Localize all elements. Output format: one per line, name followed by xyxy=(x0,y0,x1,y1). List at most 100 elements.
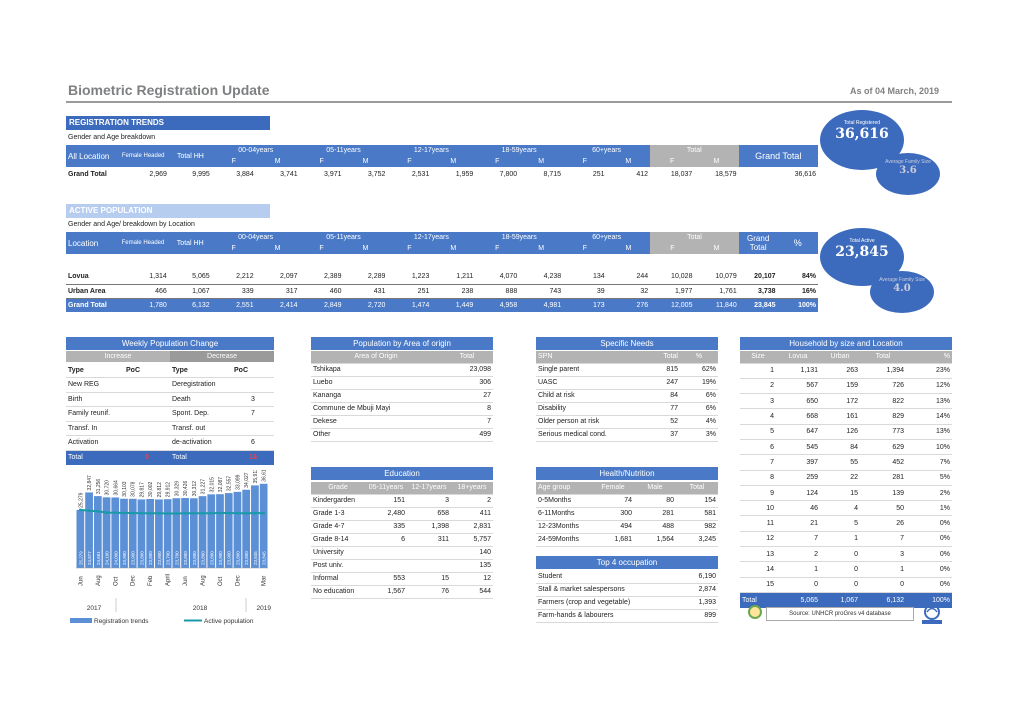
cell: 2,831 xyxy=(451,520,493,534)
table-row: 10 46 4 50 1% xyxy=(740,500,952,517)
col-total: Total xyxy=(636,351,680,364)
cell: Single parent xyxy=(536,363,636,377)
cell: 139 xyxy=(860,485,906,502)
month-tick-label: Jun xyxy=(78,576,84,586)
cell: 4% xyxy=(680,415,718,429)
gender-male: M xyxy=(255,156,300,167)
month-tick-label: Dec xyxy=(131,575,137,586)
table-row: Activation de-activation 6 xyxy=(66,435,274,451)
cell xyxy=(232,377,274,393)
value-cell: 3,971 xyxy=(324,170,342,178)
cell: 22 xyxy=(820,470,860,486)
line-value-label: 25,279 xyxy=(78,551,83,565)
cell: Tshikapa xyxy=(311,363,441,377)
col-age-3: 18-59years xyxy=(475,232,564,243)
cell: Serious medical cond. xyxy=(536,428,636,442)
col-poc: PoC xyxy=(232,363,274,378)
line-point xyxy=(131,511,135,515)
cell: 14 xyxy=(740,561,776,578)
government-emblem-icon xyxy=(748,605,762,619)
line-point xyxy=(105,511,108,514)
cell: 6,132 xyxy=(860,592,906,608)
value-cell: 1,223 xyxy=(411,273,430,281)
col-poc: PoC xyxy=(124,363,170,378)
col-18plus: 18+years xyxy=(451,482,493,495)
cell: 15 xyxy=(740,577,776,593)
cell xyxy=(365,559,407,573)
cell: 3% xyxy=(680,428,718,442)
value-cell: 1,761 xyxy=(719,287,737,295)
table-row: Older person at risk 52 4% xyxy=(536,415,718,429)
gender-female: F xyxy=(211,243,256,254)
table-row: Farm-hands & labourers 899 xyxy=(536,609,718,623)
cell: 3 xyxy=(860,546,906,563)
month-tick-label: Aug xyxy=(201,575,207,586)
cell: Transf. out xyxy=(170,421,232,436)
month-tick-label: Feb xyxy=(148,575,154,586)
table-row: Family reunif. Spont. Dep. 7 xyxy=(66,406,274,422)
col-age-2: 12-17years xyxy=(387,232,476,243)
table-row: 6-11Months 300 281 581 xyxy=(536,507,718,521)
gender-male: M xyxy=(431,243,476,254)
registration-bar xyxy=(251,485,259,568)
value-cell: 3,752 xyxy=(367,170,386,178)
cell xyxy=(232,421,274,436)
cell: 4 xyxy=(740,408,776,425)
cell: 161 xyxy=(820,408,860,425)
line-value-label: 23,700 xyxy=(174,551,179,565)
cell: Informal xyxy=(311,572,365,586)
cell: 300 xyxy=(592,507,634,521)
cell: 494 xyxy=(592,520,634,534)
cell: 281 xyxy=(860,470,906,486)
year-label: 2018 xyxy=(193,605,208,612)
cell: 172 xyxy=(820,393,860,410)
cell: 7 xyxy=(441,415,493,429)
gender-female: F xyxy=(650,156,695,167)
cell: 154 xyxy=(676,494,718,508)
cell: 553 xyxy=(365,572,407,586)
gender-male: M xyxy=(694,243,739,254)
cell: 6 xyxy=(365,533,407,547)
cell: 822 xyxy=(860,393,906,410)
percent-value: 84% xyxy=(801,273,816,281)
cell: 6% xyxy=(680,402,718,416)
line-point xyxy=(183,511,187,515)
cell: 650 xyxy=(776,393,820,410)
value-cell: 251 xyxy=(417,287,430,295)
row-label: Grand Total xyxy=(68,170,107,178)
cell: 0 xyxy=(820,577,860,593)
cell: Other xyxy=(311,428,441,442)
value-cell: 173 xyxy=(593,301,605,309)
education-title: Education xyxy=(311,467,493,480)
cell: 581 xyxy=(676,507,718,521)
table-row: 1 1,131 263 1,394 23% xyxy=(740,363,952,379)
value-cell: 4,958 xyxy=(499,301,518,309)
cell: 74 xyxy=(592,494,634,508)
gender-male: M xyxy=(519,156,564,167)
cell: 1,567 xyxy=(365,585,407,599)
value-cell: 4,238 xyxy=(543,273,562,281)
cell: 263 xyxy=(820,363,860,379)
table-row: Farmers (crop and vegetable) 1,393 xyxy=(536,596,718,610)
value-cell: 238 xyxy=(461,287,474,295)
top-occupation-table: Student 6,190 Stall & market salespersons 2… xyxy=(536,570,718,623)
cell: 3 xyxy=(232,392,274,407)
cell: Grade 1-3 xyxy=(311,507,365,521)
registration-bar xyxy=(233,491,242,568)
col-location: Location xyxy=(66,232,118,254)
location-row: Lovua 1,314 5,065 2,212 2,097 2,389 2,289 1,223… xyxy=(66,270,818,284)
col-female-headed: Female Headed xyxy=(117,145,169,167)
col-age-1: 05-11years xyxy=(299,145,388,156)
value-cell: 743 xyxy=(549,287,562,295)
bar-label: 34,027 xyxy=(244,472,250,488)
cell: University xyxy=(311,546,365,560)
line-value-label: 23,800 xyxy=(183,551,188,565)
cell: 16 xyxy=(232,450,274,465)
cell: Total xyxy=(740,592,776,608)
registration-bar xyxy=(146,498,155,568)
cell: 7 xyxy=(740,454,776,471)
col-age-4: 60+years xyxy=(563,232,651,243)
unhcr-logo-icon xyxy=(922,604,942,624)
gender-female: F xyxy=(563,243,607,254)
cell: 1 xyxy=(860,561,906,578)
